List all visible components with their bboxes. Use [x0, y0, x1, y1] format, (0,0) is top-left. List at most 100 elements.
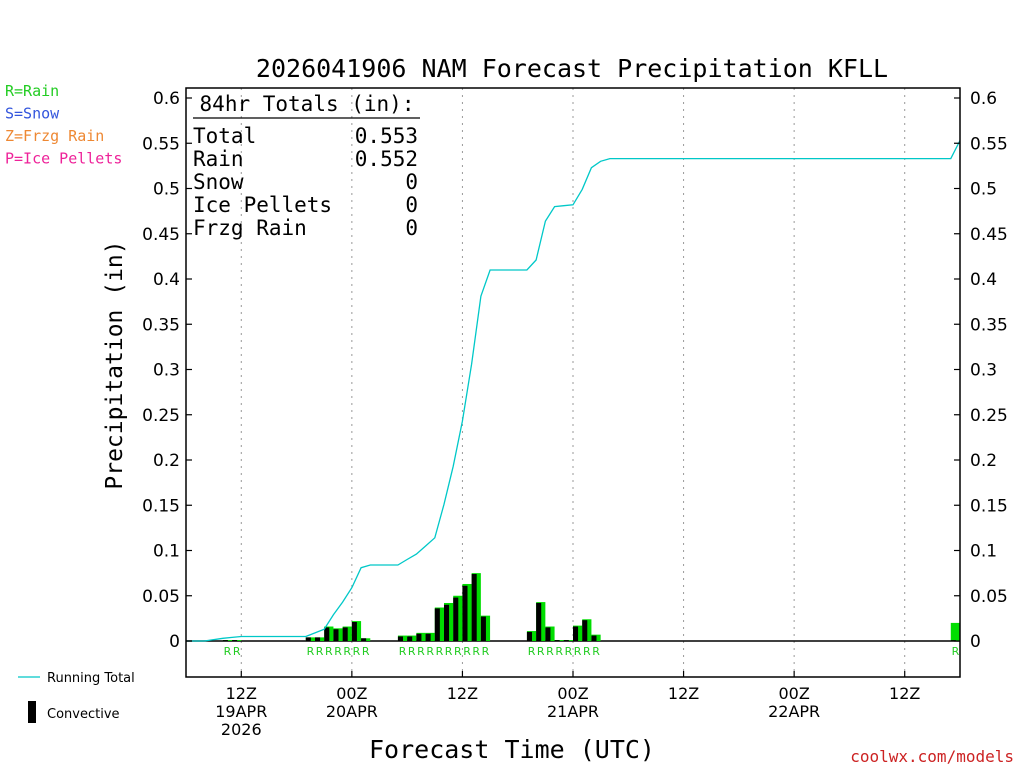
convective-bar [232, 640, 238, 641]
y-tick-label-right: 0.2 [970, 451, 997, 471]
convective-bar [434, 608, 440, 641]
convective-legend-swatch [28, 701, 36, 723]
rain-marker: R [408, 645, 416, 658]
y-tick-label-right: 0.5 [970, 180, 997, 200]
y-tick-label-right: 0.6 [970, 89, 997, 109]
y-tick-label-right: 0.1 [970, 542, 997, 562]
rain-marker: R [343, 645, 351, 658]
x-tick-label: 12Z [447, 684, 478, 703]
convective-bar [462, 585, 468, 641]
chart-title: 2026041906 NAM Forecast Precipitation KF… [256, 54, 888, 83]
y-tick-label: 0.15 [142, 496, 180, 516]
x-tick-label: 22APR [768, 702, 820, 721]
convective-bar [471, 574, 477, 641]
y-tick-label: 0.6 [153, 89, 180, 109]
rain-marker: R [482, 645, 490, 658]
rain-marker: R [463, 645, 471, 658]
x-tick-label: 21APR [547, 702, 599, 721]
hourly-bars [222, 573, 960, 641]
convective-bar [361, 638, 367, 641]
rain-marker: R [307, 645, 315, 658]
y-axis-label: Precipitation (in) [102, 240, 128, 489]
rain-marker: R [574, 645, 582, 658]
y-tick-label: 0.25 [142, 406, 180, 426]
totals-row-value: 0.552 [355, 147, 418, 171]
totals-row-value: 0 [405, 216, 418, 240]
convective-bar [563, 640, 569, 641]
x-tick-label: 00Z [778, 684, 809, 703]
convective-bar [573, 626, 579, 641]
convective-bar [582, 620, 588, 641]
rain-marker: R [417, 645, 425, 658]
convective-bar [351, 621, 357, 641]
convective-bar [397, 636, 403, 641]
y-tick-label: 0.1 [153, 542, 180, 562]
y-tick-label: 0.4 [153, 270, 180, 290]
running-total-line [186, 140, 961, 642]
totals-row-value: 0 [405, 193, 418, 217]
convective-bar [526, 631, 532, 641]
x-tick-label: 00Z [557, 684, 588, 703]
y-tick-label-right: 0 [970, 632, 981, 652]
rain-marker: R [362, 645, 370, 658]
convective-bar [333, 629, 339, 641]
y-tick-label: 0.3 [153, 361, 180, 381]
right-y-axis: 0 0.05 0.1 0.15 0.2 0.25 0.3 0.35 0.4 0.45 0.5 0.55… [954, 89, 1008, 652]
x-tick-label: 2026 [221, 720, 262, 739]
totals-rows: Total 0.553 Rain 0.552 Snow 0 Ice Pellets 0 Frzg… [193, 124, 418, 240]
convective-bar [407, 636, 413, 641]
y-tick-label: 0.2 [153, 451, 180, 471]
convective-bar [222, 640, 228, 641]
rain-marker: R [233, 645, 241, 658]
rain-marker: R [325, 645, 333, 658]
y-tick-label-right: 0.4 [970, 270, 997, 290]
y-tick-label: 0.5 [153, 180, 180, 200]
convective-bar [324, 627, 330, 641]
type-legend-item: S=Snow [5, 105, 60, 123]
type-legend-item: R=Rain [5, 82, 59, 100]
y-tick-label-right: 0.45 [970, 225, 1008, 245]
x-axis-label: Forecast Time (UTC) [369, 735, 655, 764]
type-legend-item: Z=Frzg Rain [5, 127, 104, 145]
x-tick-label: 12Z [889, 684, 920, 703]
rain-marker: R [426, 645, 434, 658]
totals-row-label: Frzg Rain [193, 216, 307, 240]
convective-legend-label: Convective [47, 707, 120, 722]
y-tick-label: 0.05 [142, 587, 180, 607]
totals-row-value: 0.553 [355, 124, 418, 148]
rain-marker: R [592, 645, 600, 658]
type-legend-item: P=Ice Pellets [5, 150, 122, 168]
x-tick-label: 19APR [215, 702, 267, 721]
totals-row-label: Total [193, 124, 256, 148]
convective-bar [536, 602, 542, 641]
x-tick-label: 12Z [226, 684, 257, 703]
convective-bar [591, 635, 597, 641]
convective-bar [416, 633, 422, 641]
left-y-axis: 0 0.05 0.1 0.15 0.2 0.25 0.3 0.35 0.4 0.45 0.5 0.55… [142, 89, 192, 652]
y-tick-label: 0.35 [142, 315, 180, 335]
rain-marker: R [537, 645, 545, 658]
y-tick-label-right: 0.15 [970, 496, 1008, 516]
y-tick-label-right: 0.05 [970, 587, 1008, 607]
vertical-gridlines [240, 88, 906, 677]
credit-text: coolwx.com/models [850, 747, 1014, 766]
rain-bar [950, 622, 960, 641]
y-tick-label-right: 0.25 [970, 406, 1008, 426]
y-tick-label: 0.55 [142, 134, 180, 154]
rain-marker: R [952, 645, 960, 658]
convective-bar [444, 604, 450, 641]
y-tick-label: 0.45 [142, 225, 180, 245]
convective-bar [545, 627, 551, 641]
x-tick-label: 20APR [326, 702, 378, 721]
rain-marker: R [565, 645, 573, 658]
y-tick-label-right: 0.55 [970, 134, 1008, 154]
rain-marker: R [353, 645, 361, 658]
rain-marker: R [334, 645, 342, 658]
x-tick-label: 12Z [668, 684, 699, 703]
convective-bar [453, 597, 459, 641]
precip-type-legend: R=Rain S=Snow Z=Frzg Rain P=Ice Pellets [5, 82, 122, 168]
totals-row-label: Ice Pellets [193, 193, 332, 217]
rain-marker: R [454, 645, 462, 658]
y-tick-label-right: 0.35 [970, 315, 1008, 335]
